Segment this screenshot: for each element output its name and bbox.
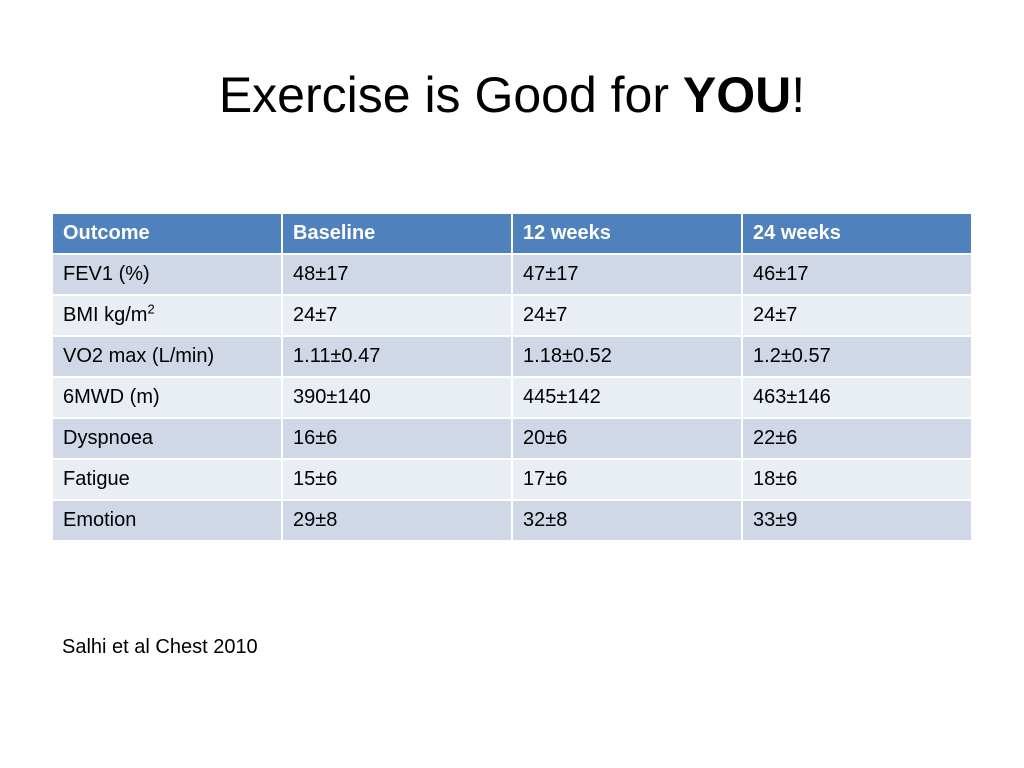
citation: Salhi et al Chest 2010 bbox=[62, 636, 258, 658]
title-emphasis: YOU bbox=[682, 67, 792, 123]
outcome-cell: BMI kg/m2 bbox=[53, 296, 282, 335]
baseline-cell: 24±7 bbox=[283, 296, 512, 335]
table-header-row: Outcome Baseline 12 weeks 24 weeks bbox=[53, 214, 971, 253]
week24-cell: 463±146 bbox=[743, 378, 971, 417]
week12-cell: 24±7 bbox=[513, 296, 742, 335]
baseline-cell: 15±6 bbox=[283, 460, 512, 499]
table-row: FEV1 (%) 48±17 47±17 46±17 bbox=[53, 255, 971, 294]
week12-cell: 32±8 bbox=[513, 501, 742, 540]
header-outcome: Outcome bbox=[53, 214, 282, 253]
outcome-superscript: 2 bbox=[147, 301, 155, 317]
table-row: VO2 max (L/min) 1.11±0.47 1.18±0.52 1.2±… bbox=[53, 337, 971, 376]
baseline-cell: 1.11±0.47 bbox=[283, 337, 512, 376]
header-12-weeks: 12 weeks bbox=[513, 214, 742, 253]
outcome-cell: Emotion bbox=[53, 501, 282, 540]
table-row: BMI kg/m2 24±7 24±7 24±7 bbox=[53, 296, 971, 335]
outcome-label: Emotion bbox=[63, 509, 137, 531]
header-24-weeks: 24 weeks bbox=[743, 214, 971, 253]
baseline-cell: 390±140 bbox=[283, 378, 512, 417]
week24-cell: 1.2±0.57 bbox=[743, 337, 971, 376]
week24-cell: 18±6 bbox=[743, 460, 971, 499]
outcome-label: BMI kg/m bbox=[63, 304, 148, 326]
baseline-cell: 16±6 bbox=[283, 419, 512, 458]
outcome-label: Dyspnoea bbox=[63, 427, 154, 449]
outcome-label: 6MWD (m) bbox=[63, 386, 160, 408]
outcome-label: VO2 max (L/min) bbox=[63, 345, 215, 367]
title-prefix: Exercise is Good for bbox=[218, 67, 683, 123]
outcomes-table: Outcome Baseline 12 weeks 24 weeks FEV1 … bbox=[51, 212, 973, 542]
outcome-cell: 6MWD (m) bbox=[53, 378, 282, 417]
outcome-label: Fatigue bbox=[63, 468, 130, 490]
week12-cell: 20±6 bbox=[513, 419, 742, 458]
week24-cell: 22±6 bbox=[743, 419, 971, 458]
table-row: 6MWD (m) 390±140 445±142 463±146 bbox=[53, 378, 971, 417]
outcome-label: FEV1 (%) bbox=[63, 263, 150, 285]
table-row: Dyspnoea 16±6 20±6 22±6 bbox=[53, 419, 971, 458]
outcome-cell: FEV1 (%) bbox=[53, 255, 282, 294]
outcome-cell: VO2 max (L/min) bbox=[53, 337, 282, 376]
week12-cell: 1.18±0.52 bbox=[513, 337, 742, 376]
outcome-cell: Dyspnoea bbox=[53, 419, 282, 458]
header-baseline: Baseline bbox=[283, 214, 512, 253]
table-row: Fatigue 15±6 17±6 18±6 bbox=[53, 460, 971, 499]
week12-cell: 445±142 bbox=[513, 378, 742, 417]
week24-cell: 46±17 bbox=[743, 255, 971, 294]
week12-cell: 17±6 bbox=[513, 460, 742, 499]
title-suffix: ! bbox=[791, 67, 806, 123]
week24-cell: 33±9 bbox=[743, 501, 971, 540]
outcome-cell: Fatigue bbox=[53, 460, 282, 499]
week12-cell: 47±17 bbox=[513, 255, 742, 294]
baseline-cell: 29±8 bbox=[283, 501, 512, 540]
week24-cell: 24±7 bbox=[743, 296, 971, 335]
baseline-cell: 48±17 bbox=[283, 255, 512, 294]
table-row: Emotion 29±8 32±8 33±9 bbox=[53, 501, 971, 540]
slide-title: Exercise is Good for YOU! bbox=[0, 62, 1024, 128]
